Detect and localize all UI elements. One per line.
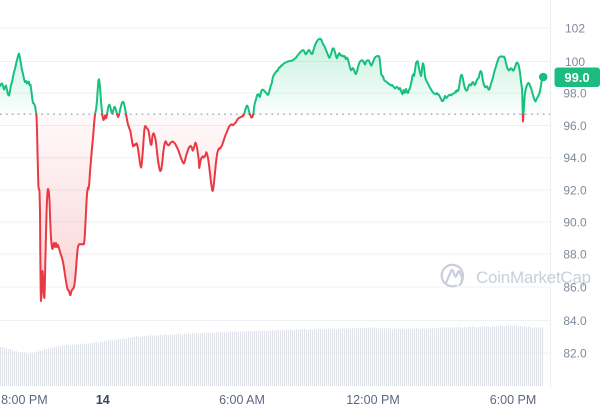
svg-text:84.0: 84.0 [563, 314, 587, 328]
svg-text:6:00 AM: 6:00 AM [219, 393, 265, 407]
svg-text:88.0: 88.0 [563, 247, 587, 261]
svg-text:94.0: 94.0 [563, 151, 587, 165]
svg-text:14: 14 [96, 393, 110, 407]
svg-text:6:00 PM: 6:00 PM [490, 393, 537, 407]
svg-text:102: 102 [565, 21, 585, 35]
svg-text:90.0: 90.0 [563, 215, 587, 229]
svg-text:86.0: 86.0 [563, 280, 587, 294]
svg-text:99.0: 99.0 [564, 70, 589, 85]
svg-text:12:00 PM: 12:00 PM [346, 393, 400, 407]
svg-text:92.0: 92.0 [563, 183, 587, 197]
svg-text:CoinMarketCap: CoinMarketCap [476, 268, 591, 287]
svg-text:96.0: 96.0 [563, 119, 587, 133]
svg-text:8:00 PM: 8:00 PM [1, 393, 48, 407]
svg-text:98.0: 98.0 [563, 86, 587, 100]
svg-text:82.0: 82.0 [563, 346, 587, 360]
svg-text:100: 100 [565, 55, 585, 69]
